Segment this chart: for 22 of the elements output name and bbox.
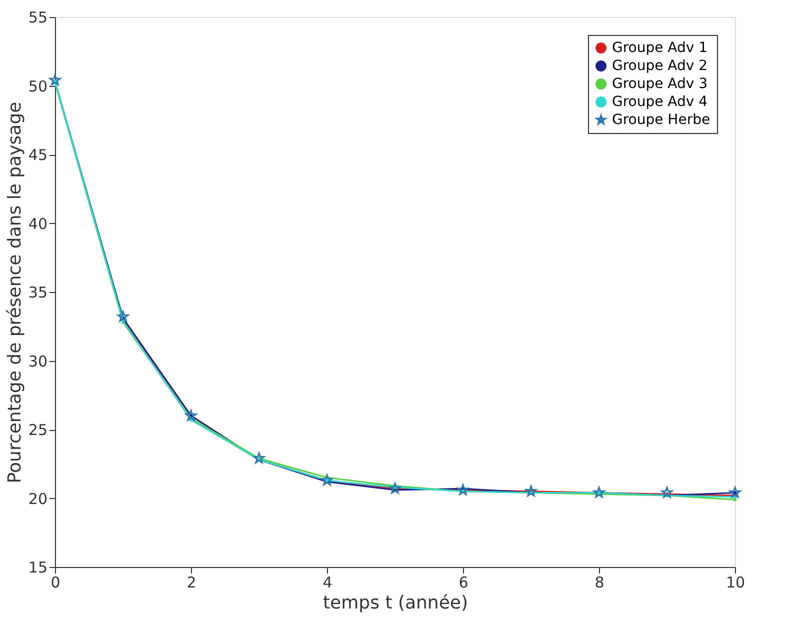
y-tick-label: 25 (28, 421, 48, 439)
x-tick-label: 2 (186, 574, 196, 592)
legend-label: Groupe Herbe (612, 112, 710, 128)
y-axis-title: Pourcentage de présence dans le paysage (4, 102, 26, 484)
y-tick-label: 40 (28, 214, 48, 233)
y-tick-label: 35 (28, 284, 48, 302)
x-tick-label: 6 (458, 574, 468, 592)
x-tick-label: 0 (50, 574, 60, 592)
x-axis-title: temps t (année) (322, 592, 468, 614)
x-tick-label: 10 (726, 574, 746, 592)
legend-label: Groupe Adv 2 (612, 58, 708, 74)
legend-label: Groupe Adv 1 (612, 40, 708, 56)
y-tick-label: 55 (28, 8, 48, 26)
y-tick-label: 15 (28, 558, 48, 576)
x-tick-label: 4 (322, 574, 332, 592)
y-tick-label: 50 (28, 77, 48, 96)
x-tick-label: 8 (594, 574, 604, 592)
y-tick-label: 45 (28, 146, 48, 164)
legend-label: Groupe Adv 3 (612, 76, 708, 92)
legend-label: Groupe Adv 4 (612, 94, 708, 110)
y-tick-label: 30 (28, 352, 48, 370)
y-tick-label: 20 (28, 490, 48, 508)
